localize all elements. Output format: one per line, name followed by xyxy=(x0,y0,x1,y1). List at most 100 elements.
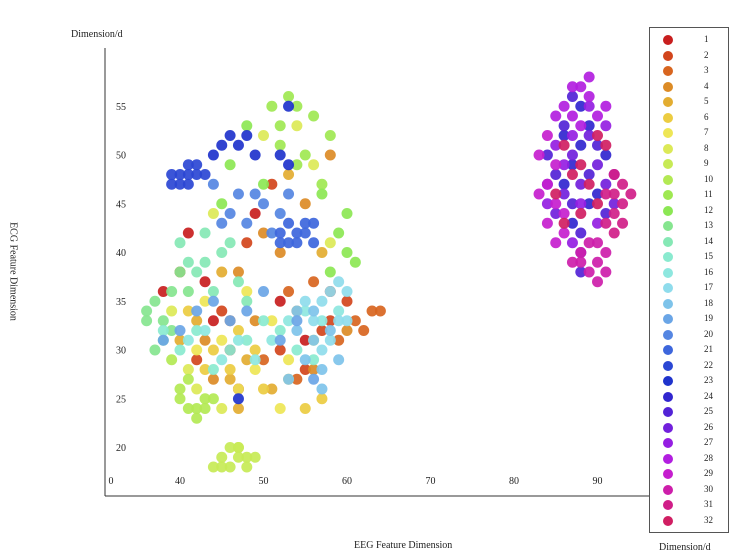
data-point xyxy=(291,100,303,112)
legend-item: 28 xyxy=(650,452,728,467)
legend-item: 13 xyxy=(650,219,728,234)
legend-label: 27 xyxy=(704,437,713,447)
legend-item: 5 xyxy=(650,95,728,110)
data-point xyxy=(308,276,320,288)
data-point xyxy=(592,159,603,171)
legend-item: 24 xyxy=(650,390,728,405)
data-point xyxy=(341,247,353,258)
legend-item: 16 xyxy=(650,266,728,281)
data-point xyxy=(216,266,228,278)
data-point xyxy=(274,227,286,239)
legend-item: 9 xyxy=(650,157,728,172)
data-point xyxy=(241,305,253,317)
data-point xyxy=(600,100,612,112)
data-point xyxy=(324,237,336,249)
data-point xyxy=(299,149,311,161)
legend-swatch xyxy=(663,174,673,185)
legend-label: 16 xyxy=(704,266,713,277)
data-point xyxy=(191,354,203,366)
data-point xyxy=(566,110,578,122)
data-point xyxy=(291,344,303,356)
y-axis-label: ECG Feature Dimension xyxy=(7,222,19,321)
data-point xyxy=(191,383,203,395)
legend-label: 21 xyxy=(704,344,713,354)
y-tick-label: 35 xyxy=(116,297,126,308)
data-point xyxy=(166,325,178,336)
legend-item: 29 xyxy=(650,467,728,482)
data-point xyxy=(241,295,253,307)
data-point xyxy=(617,198,629,210)
data-point xyxy=(308,305,320,317)
legend-label: 24 xyxy=(704,390,713,401)
data-point xyxy=(232,451,244,463)
data-point xyxy=(182,305,194,317)
data-point xyxy=(266,334,278,346)
legend-item: 19 xyxy=(650,312,728,327)
data-point xyxy=(583,198,595,210)
data-point xyxy=(191,403,203,414)
legend-label: 17 xyxy=(704,282,713,292)
data-point xyxy=(249,188,261,200)
data-point xyxy=(166,305,178,317)
data-point xyxy=(566,149,578,161)
legend-item: 2 xyxy=(650,49,728,64)
legend-item: 12 xyxy=(650,204,728,219)
legend-item: 3 xyxy=(650,64,728,79)
data-point xyxy=(341,286,353,297)
data-point xyxy=(249,315,261,327)
data-point xyxy=(575,100,587,112)
data-point xyxy=(274,120,286,132)
x-axis-label: EEG Feature Dimension xyxy=(354,540,453,551)
data-point xyxy=(191,159,203,171)
data-point xyxy=(558,208,570,219)
data-point xyxy=(182,334,194,346)
data-point xyxy=(566,81,578,93)
data-point xyxy=(157,315,169,327)
legend-label: 3 xyxy=(704,65,709,75)
data-point xyxy=(207,286,219,297)
data-point xyxy=(333,334,345,346)
legend-item: 32 xyxy=(650,514,728,529)
data-point xyxy=(258,286,269,297)
data-point xyxy=(324,334,336,346)
data-point xyxy=(166,169,178,180)
data-point xyxy=(600,208,612,219)
y-tick-label: 45 xyxy=(116,199,126,210)
data-point xyxy=(199,334,211,346)
data-point xyxy=(232,403,244,414)
data-point xyxy=(308,354,320,366)
legend-swatch xyxy=(663,128,673,138)
legend-item: 1 xyxy=(650,33,728,48)
data-point xyxy=(608,208,620,219)
legend-item: 27 xyxy=(650,436,728,451)
data-point xyxy=(299,354,311,366)
legend-label: 2 xyxy=(704,49,709,60)
data-point xyxy=(274,295,286,307)
legend-item: 20 xyxy=(650,328,728,343)
data-point xyxy=(283,169,295,180)
data-point xyxy=(283,286,295,297)
data-point xyxy=(207,461,219,473)
x-tick-label: 50 xyxy=(259,476,269,487)
data-point xyxy=(283,373,295,385)
data-point xyxy=(283,91,295,102)
data-point xyxy=(541,130,553,141)
data-point xyxy=(608,188,620,200)
data-point xyxy=(333,276,345,288)
data-point xyxy=(366,305,378,317)
data-point xyxy=(241,354,253,366)
data-point xyxy=(283,354,295,366)
data-point xyxy=(166,178,178,190)
data-point xyxy=(249,451,261,463)
data-point xyxy=(191,266,203,278)
legend-label: 22 xyxy=(704,359,713,370)
data-point xyxy=(207,393,219,405)
data-point xyxy=(224,364,236,375)
data-point xyxy=(592,188,603,200)
data-point xyxy=(600,188,612,200)
y-tick-label: 25 xyxy=(116,394,126,405)
data-point xyxy=(566,169,578,180)
data-point xyxy=(207,295,219,307)
data-point xyxy=(249,149,261,161)
data-point xyxy=(550,139,562,151)
